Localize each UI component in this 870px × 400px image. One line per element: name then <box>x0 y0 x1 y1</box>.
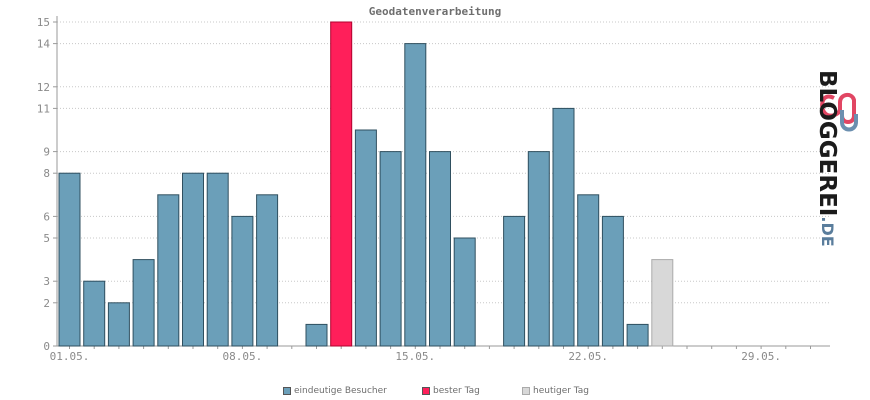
legend: eindeutige Besucher bester Tag heutiger … <box>0 386 870 400</box>
bar <box>354 129 377 347</box>
y-tick-label: 11 <box>37 102 50 115</box>
y-tick-label: 14 <box>37 38 51 51</box>
blog-logo-text: BLOGGEREI.DE <box>814 70 840 247</box>
bar <box>182 172 204 347</box>
y-tick-label: 2 <box>43 297 50 310</box>
legend-label-today: heutiger Tag <box>533 386 590 396</box>
legend-item-visitors: eindeutige Besucher <box>283 386 387 396</box>
bar <box>231 215 254 347</box>
blog-logo-icon <box>820 93 858 132</box>
bar <box>256 194 279 347</box>
y-tick-label: 15 <box>37 16 50 29</box>
x-tick-label: 29.05. <box>741 350 781 363</box>
bar <box>157 194 180 347</box>
bar <box>577 194 600 347</box>
x-tick-label: 22.05. <box>568 350 608 363</box>
bar <box>305 323 328 347</box>
y-tick-label: 8 <box>43 167 50 180</box>
bar <box>58 172 81 347</box>
bar <box>429 151 451 347</box>
bar <box>206 172 229 347</box>
bar <box>601 215 624 347</box>
y-tick-label: 5 <box>43 232 50 245</box>
bar <box>626 323 649 347</box>
y-tick-label: 6 <box>43 210 50 223</box>
legend-swatch-visitors <box>283 387 291 395</box>
chart-title: Geodatenverarbeitung <box>368 5 502 18</box>
y-tick-label: 0 <box>43 340 50 353</box>
bar <box>404 43 427 347</box>
bar <box>453 237 476 347</box>
bar <box>503 215 526 347</box>
bar <box>552 107 575 347</box>
x-tick-label: 08.05. <box>223 350 263 363</box>
legend-swatch-today <box>522 387 530 395</box>
bar <box>107 302 130 347</box>
bar <box>83 280 106 347</box>
bar <box>132 259 155 347</box>
bar-best-day <box>330 21 353 347</box>
legend-swatch-best-day <box>422 387 430 395</box>
legend-item-best-day: bester Tag <box>422 386 480 396</box>
y-tick-label: 3 <box>43 275 50 288</box>
bar <box>379 151 402 347</box>
bar <box>527 151 550 347</box>
legend-label-visitors: eindeutige Besucher <box>294 386 387 396</box>
x-tick-label: 01.05. <box>50 350 90 363</box>
y-tick-label: 12 <box>37 81 50 94</box>
bar-today <box>651 259 674 347</box>
x-tick-label: 15.05. <box>395 350 435 363</box>
legend-item-today: heutiger Tag <box>522 386 589 396</box>
y-tick-label: 9 <box>43 146 50 159</box>
legend-label-best-day: bester Tag <box>433 386 480 396</box>
